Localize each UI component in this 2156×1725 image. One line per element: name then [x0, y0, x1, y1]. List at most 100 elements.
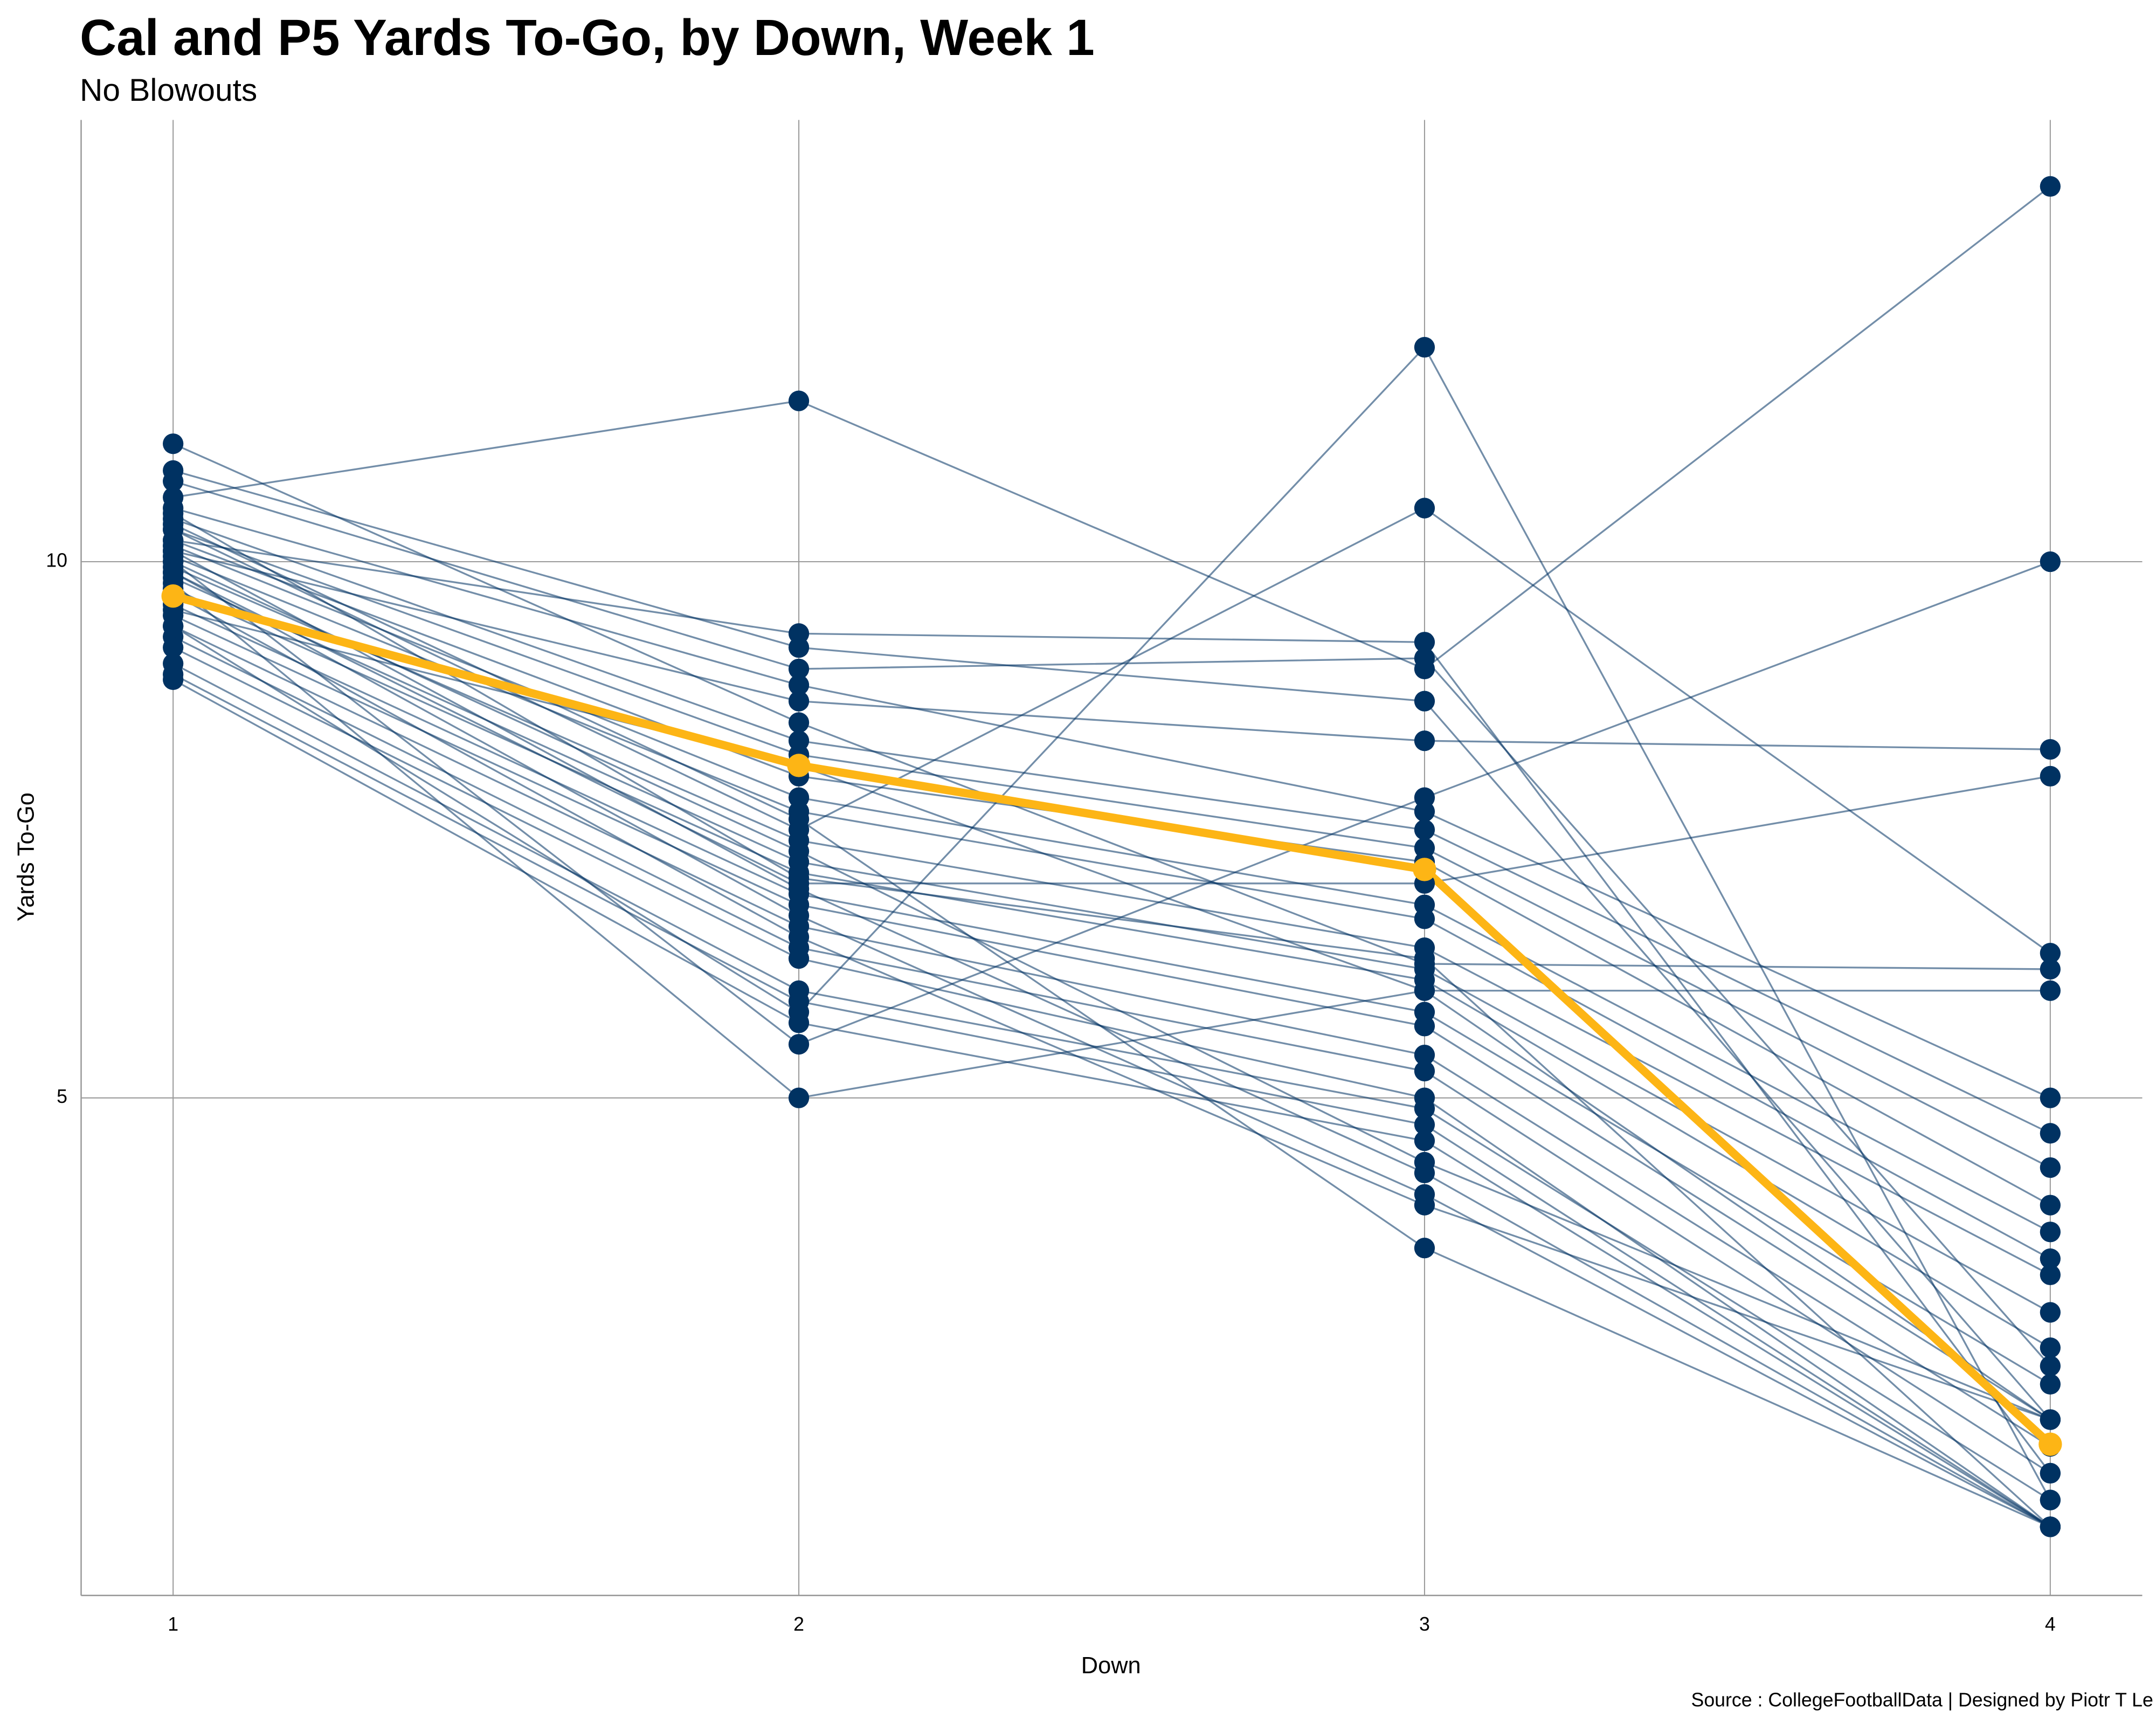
- series-line: [172, 577, 2051, 1313]
- data-point: [2040, 1337, 2061, 1358]
- data-point: [2040, 1462, 2061, 1484]
- data-point: [2040, 551, 2061, 572]
- series-line: [172, 507, 2051, 954]
- highlight-point: [1413, 858, 1436, 881]
- data-point: [163, 562, 184, 583]
- data-point: [788, 1087, 810, 1108]
- data-point: [1414, 948, 1435, 969]
- data-point: [1414, 908, 1435, 929]
- data-point: [2040, 1374, 2061, 1395]
- y-tick-label: 10: [46, 549, 67, 571]
- series-line: [172, 528, 2051, 1169]
- data-point: [1414, 337, 1435, 358]
- data-point: [2040, 1409, 2061, 1430]
- series-line: [172, 663, 2051, 1501]
- highlight-point: [787, 754, 811, 777]
- series-line: [172, 513, 2051, 1528]
- data-point: [1414, 647, 1435, 669]
- data-point: [2040, 765, 2061, 787]
- data-point: [2040, 1302, 2061, 1323]
- data-point: [2040, 1248, 2061, 1269]
- data-point: [2040, 1355, 2061, 1377]
- highlight-point: [161, 584, 185, 608]
- series-line: [172, 185, 2051, 670]
- series-line: [172, 561, 2051, 1420]
- data-point: [163, 433, 184, 454]
- series-line: [172, 588, 2051, 1349]
- series-line: [172, 544, 2051, 1233]
- series-line: [172, 523, 2051, 1528]
- series-line: [172, 609, 2051, 1420]
- series-line: [172, 518, 2051, 1134]
- data-point: [2040, 1195, 2061, 1216]
- data-point: [1414, 1060, 1435, 1082]
- data-point: [788, 691, 810, 712]
- series-line: [172, 346, 2051, 1501]
- data-point: [788, 841, 810, 862]
- data-point: [788, 1034, 810, 1055]
- x-tick-label: 4: [2045, 1613, 2056, 1635]
- series-line: [172, 561, 2051, 1045]
- series-line: [172, 604, 2051, 1385]
- x-axis-label: Down: [1081, 1653, 1141, 1679]
- data-point: [788, 390, 810, 411]
- data-point: [1414, 1098, 1435, 1119]
- data-point: [2040, 1157, 2061, 1178]
- caption: Source : CollegeFootballData | Designed …: [1691, 1689, 2153, 1711]
- data-point: [2040, 1516, 2061, 1537]
- series-line: [172, 555, 2051, 1260]
- data-point: [1414, 1016, 1435, 1037]
- series-line: [172, 566, 2051, 1276]
- data-point: [1414, 1114, 1435, 1135]
- highlight-point: [2038, 1432, 2062, 1456]
- data-point: [1414, 1130, 1435, 1151]
- data-point: [1414, 1044, 1435, 1066]
- data-point: [163, 503, 184, 524]
- data-point: [788, 637, 810, 658]
- data-point: [163, 637, 184, 658]
- data-point: [788, 948, 810, 969]
- data-point: [1414, 730, 1435, 751]
- data-point: [1414, 1195, 1435, 1216]
- series-line: [172, 507, 2051, 1099]
- data-point: [1414, 1162, 1435, 1184]
- data-point: [788, 658, 810, 680]
- y-tick-label: 5: [57, 1086, 67, 1107]
- data-point: [163, 669, 184, 690]
- highlight-line: [172, 592, 2054, 1447]
- data-point: [788, 712, 810, 733]
- series-line: [172, 582, 2050, 1099]
- series-line: [172, 550, 2050, 750]
- series-line: [172, 636, 2051, 1474]
- data-point: [1414, 801, 1435, 822]
- data-point: [788, 809, 810, 830]
- data-point: [1414, 498, 1435, 519]
- series-line: [172, 571, 2051, 885]
- data-point: [788, 991, 810, 1012]
- data-point: [2040, 942, 2061, 964]
- data-point: [788, 1012, 810, 1033]
- data-point: [1414, 691, 1435, 712]
- data-point: [1414, 980, 1435, 1001]
- data-point: [1414, 632, 1435, 653]
- data-point: [2040, 1264, 2061, 1286]
- series-line: [172, 443, 2050, 970]
- series-line: [172, 571, 2051, 1528]
- series-line: [172, 539, 2051, 1474]
- data-point: [1414, 1238, 1435, 1259]
- data-point: [2040, 739, 2061, 760]
- data-point: [2040, 1489, 2061, 1510]
- series-line: [172, 625, 2051, 1447]
- series-line: [172, 673, 2051, 1528]
- data-point: [2040, 980, 2061, 1001]
- data-point: [2040, 1087, 2061, 1108]
- chart-title: Cal and P5 Yards To-Go, by Down, Week 1: [80, 10, 1095, 66]
- series-line: [172, 593, 2051, 1421]
- data-point: [2040, 958, 2061, 980]
- data-point: [163, 471, 184, 492]
- data-point: [2040, 176, 2061, 197]
- series-line: [172, 480, 2051, 1367]
- series-line: [172, 679, 2051, 1528]
